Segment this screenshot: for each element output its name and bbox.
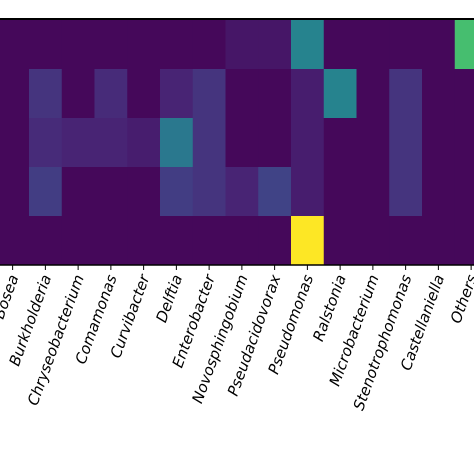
heatmap-cell	[29, 69, 63, 119]
heatmap-cell	[454, 69, 474, 119]
heatmap-cell	[389, 69, 423, 119]
x-tick-label: Delftia	[152, 272, 186, 325]
heatmap-cell	[454, 216, 474, 266]
heatmap-cell	[0, 20, 30, 70]
heatmap-cell	[356, 69, 390, 119]
heatmap-cell	[160, 118, 194, 168]
heatmap-cell	[61, 216, 95, 266]
heatmap-cell	[225, 216, 259, 266]
heatmap-cell	[61, 20, 95, 70]
heatmap-cell	[160, 167, 194, 217]
heatmap-cell	[127, 69, 161, 119]
heatmap-cell	[0, 216, 30, 266]
heatmap-cell	[225, 20, 259, 70]
heatmap-cell	[94, 167, 128, 217]
heatmap-cell	[356, 20, 390, 70]
heatmap-cell	[389, 118, 423, 168]
heatmap-cell	[0, 167, 30, 217]
heatmap-cell	[258, 69, 292, 119]
heatmap-cell	[422, 20, 456, 70]
heatmap-cell	[323, 167, 357, 217]
heatmap-cell	[422, 118, 456, 168]
heatmap-cell	[291, 20, 325, 70]
heatmap-cell	[192, 20, 226, 70]
heatmap-cell	[94, 216, 128, 266]
heatmap-cell	[225, 167, 259, 217]
heatmap-cell	[61, 167, 95, 217]
heatmap-cell	[0, 69, 30, 119]
heatmap-cell	[454, 118, 474, 168]
heatmap-cell	[356, 167, 390, 217]
heatmap-cell	[61, 118, 95, 168]
heatmap-cell	[29, 216, 63, 266]
x-tick-label: Bosea	[0, 272, 22, 321]
heatmap-cell	[127, 20, 161, 70]
heatmap-cell	[192, 167, 226, 217]
heatmap-cell	[422, 167, 456, 217]
heatmap-cell	[291, 69, 325, 119]
heatmap-cell	[389, 167, 423, 217]
heatmap-cell	[192, 118, 226, 168]
heatmap-cell	[291, 118, 325, 168]
heatmap-cell	[61, 69, 95, 119]
heatmap-cell	[323, 118, 357, 168]
heatmap-cell	[160, 216, 194, 266]
heatmap-cell	[323, 69, 357, 119]
heatmap-cell	[127, 118, 161, 168]
heatmap-cell	[192, 216, 226, 266]
heatmap-cell	[94, 118, 128, 168]
heatmap-cell	[356, 118, 390, 168]
heatmap-cell	[160, 20, 194, 70]
heatmap-cell	[127, 167, 161, 217]
heatmap-cell	[160, 69, 194, 119]
heatmap-cell	[258, 167, 292, 217]
heatmap-cell	[258, 20, 292, 70]
heatmap-cell	[225, 69, 259, 119]
heatmap-cell	[258, 118, 292, 168]
heatmap-cell	[29, 167, 63, 217]
heatmap-cell	[291, 167, 325, 217]
heatmap-cell	[389, 216, 423, 266]
heatmap-cell	[94, 20, 128, 70]
heatmap-cell	[127, 216, 161, 266]
heatmap-cell	[454, 20, 474, 70]
heatmap-cell	[0, 118, 30, 168]
heatmap-cell	[389, 20, 423, 70]
heatmap-cell	[29, 118, 63, 168]
heatmap-cell	[94, 69, 128, 119]
heatmap-cell	[291, 216, 325, 266]
x-tick-label: Others	[447, 272, 474, 326]
heatmap-cell	[29, 20, 63, 70]
heatmap-cell	[192, 69, 226, 119]
heatmap-cell	[258, 216, 292, 266]
heatmap-cell	[225, 118, 259, 168]
heatmap-cell	[422, 69, 456, 119]
heatmap-cell	[323, 216, 357, 266]
heatmap-cell	[454, 167, 474, 217]
heatmap-cell	[422, 216, 456, 266]
heatmap-cell	[356, 216, 390, 266]
heatmap-cell	[323, 20, 357, 70]
